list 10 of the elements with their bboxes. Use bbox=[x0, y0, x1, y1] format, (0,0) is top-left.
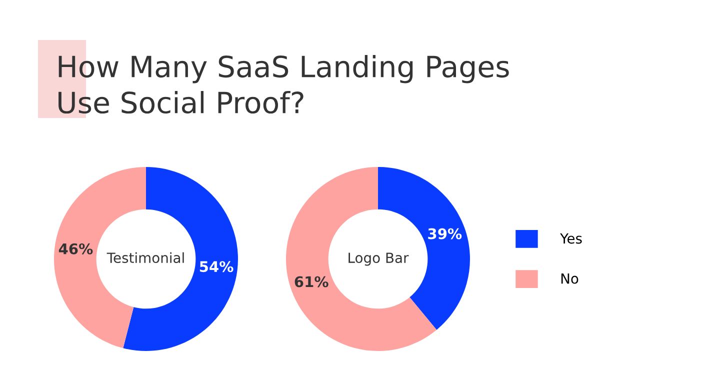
data-label: 61% bbox=[294, 276, 328, 288]
chart-title: How Many SaaS Landing Pages Use Social Proof? bbox=[58, 55, 509, 114]
text: Logo Bar bbox=[348, 252, 409, 266]
donut-slice bbox=[378, 167, 470, 330]
text: Testimonial bbox=[106, 252, 184, 264]
data-label: 39% bbox=[428, 228, 462, 240]
data-label: 54% bbox=[200, 261, 234, 272]
legend-label: No bbox=[561, 273, 578, 284]
legend-label: Yes bbox=[560, 233, 582, 244]
data-label: 46% bbox=[58, 243, 93, 254]
